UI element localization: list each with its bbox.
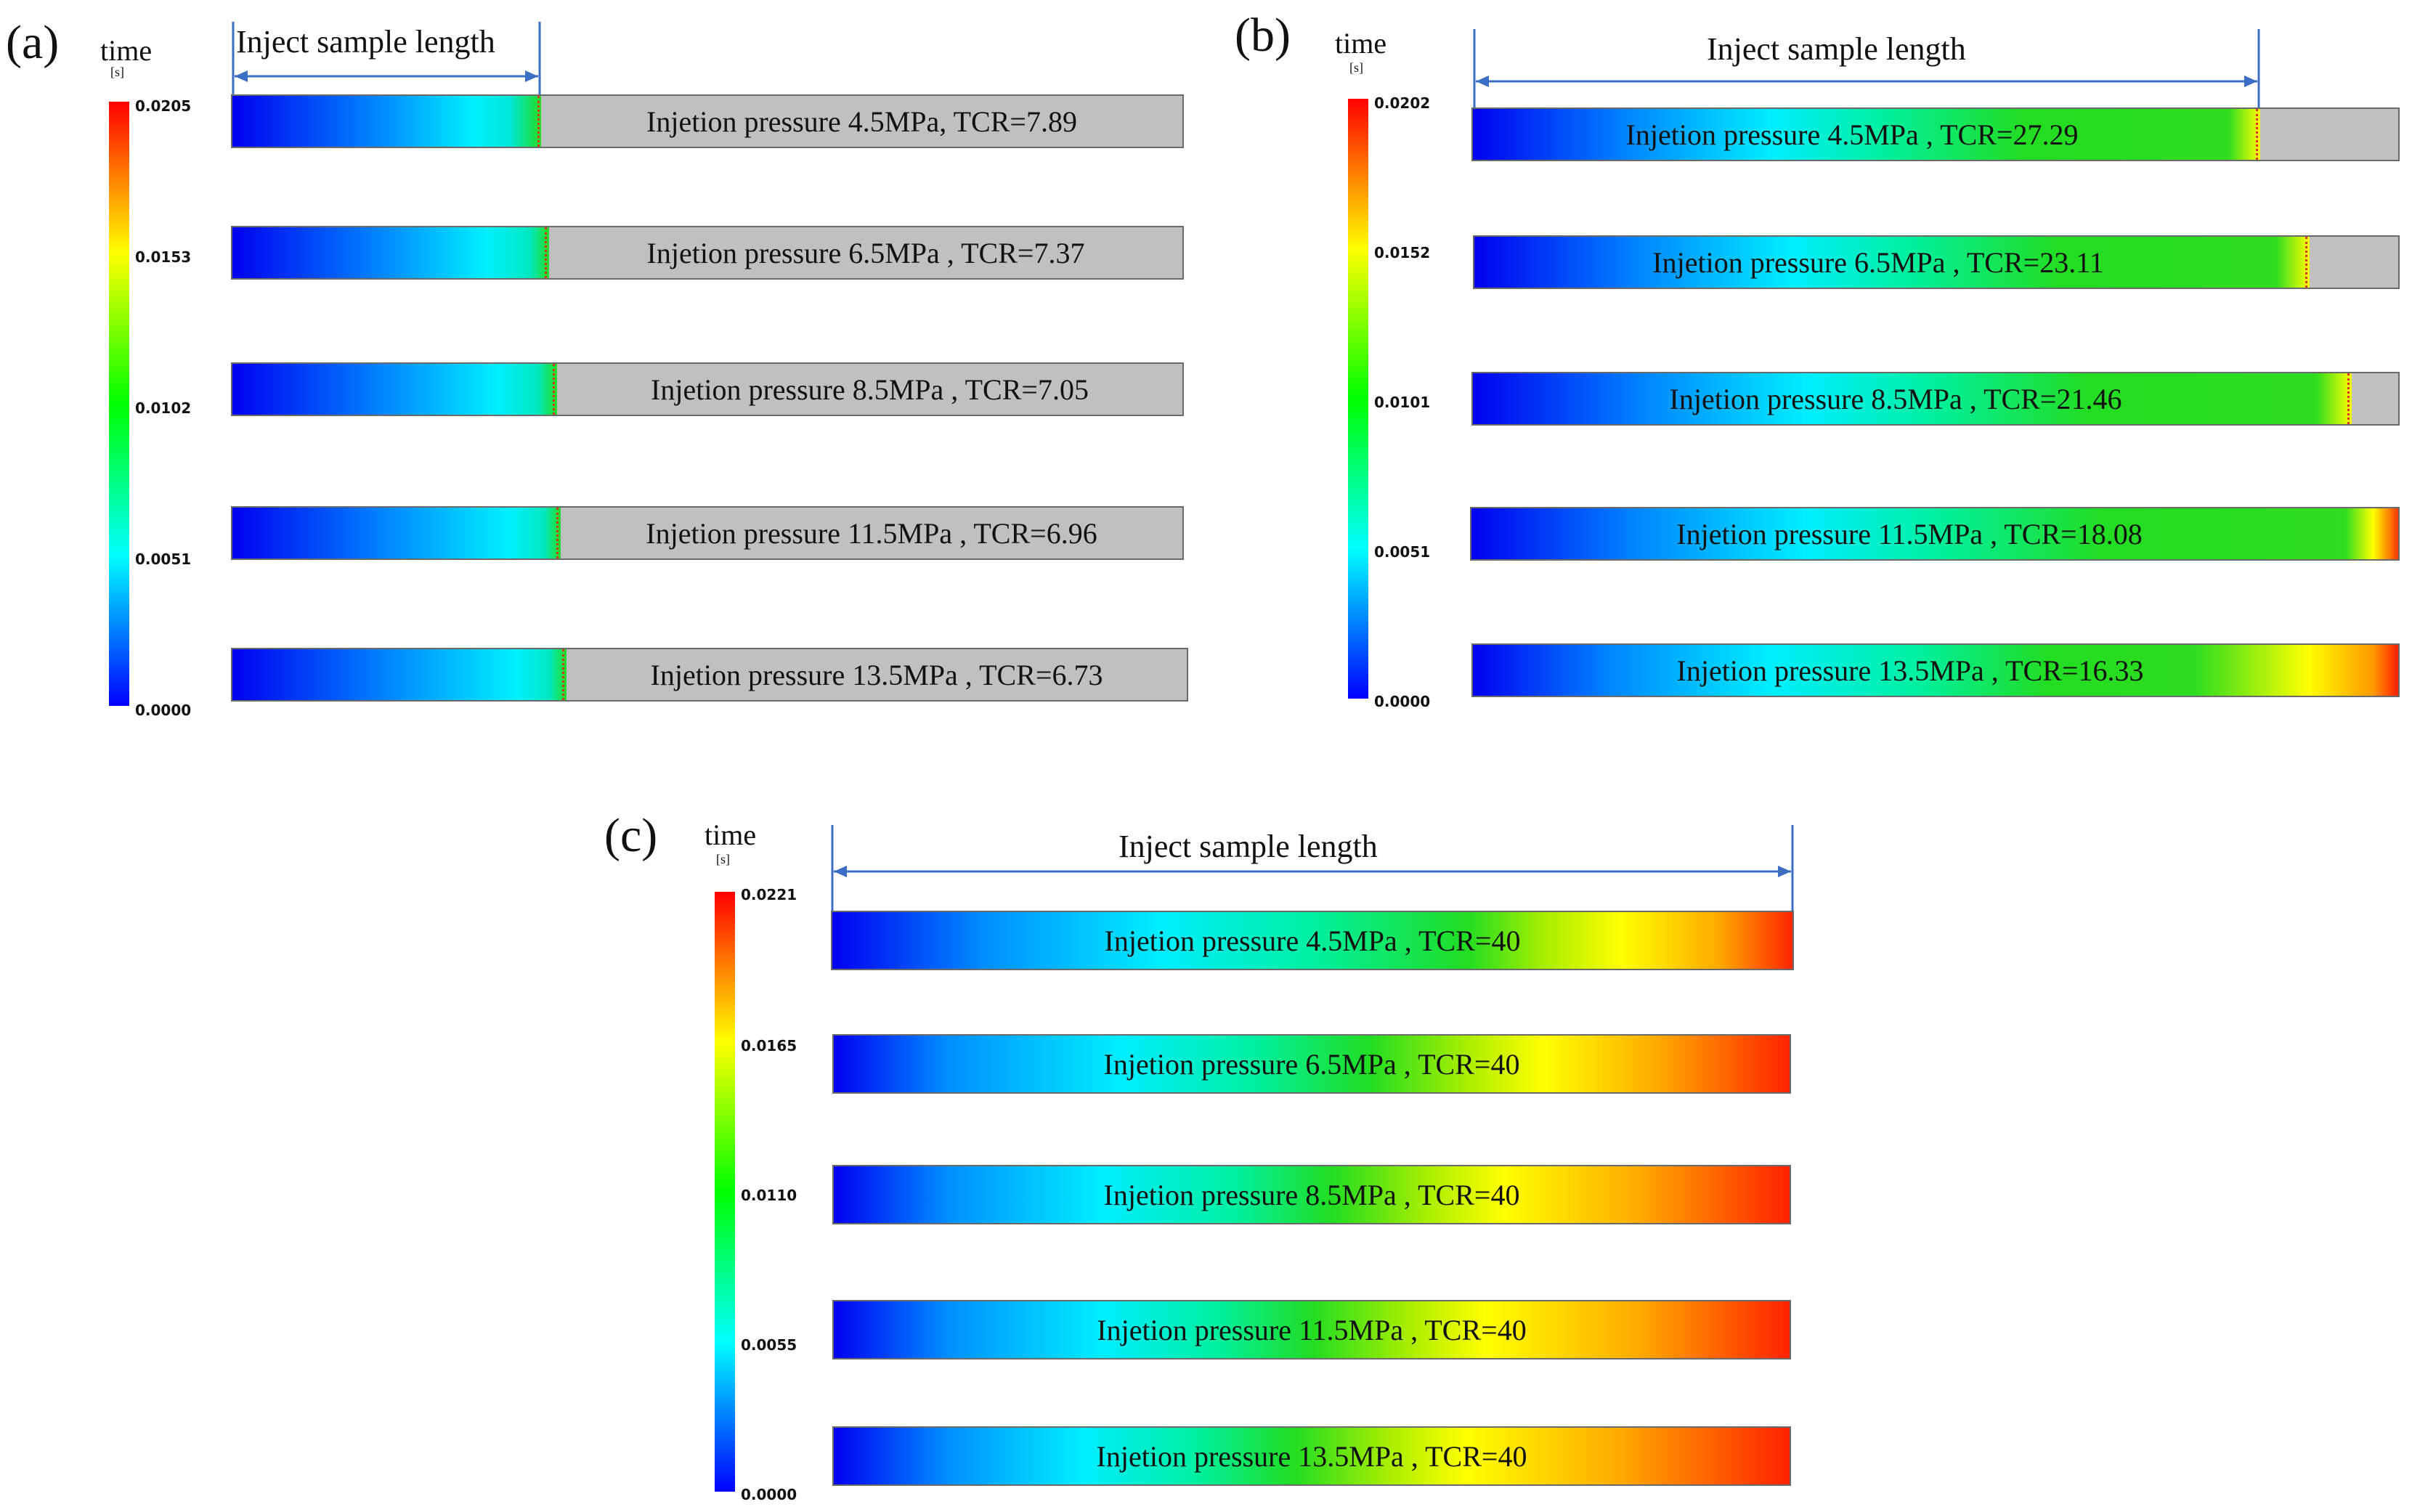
flow-bar: Injetion pressure 8.5MPa , TCR=21.46 xyxy=(1471,372,2400,426)
bar-caption: Injetion pressure 11.5MPa , TCR=6.96 xyxy=(646,516,1097,550)
colorbar-unit: [s] xyxy=(1349,60,1363,75)
colorbar-tick: 0.0165 xyxy=(741,1037,797,1054)
flow-bar: Injetion pressure 6.5MPa , TCR=7.37 xyxy=(231,226,1184,280)
flow-bar: Injetion pressure 4.5MPa , TCR=40 xyxy=(831,911,1794,970)
colorbar-tick: 0.0000 xyxy=(135,702,192,719)
flow-bar: Injetion pressure 13.5MPa , TCR=40 xyxy=(832,1426,1791,1486)
bar-caption: Injetion pressure 8.5MPa , TCR=40 xyxy=(1103,1178,1520,1211)
dimension-label: Inject sample length xyxy=(1118,829,1378,864)
dimension-arrow xyxy=(1473,29,2260,109)
colorbar-tick: 0.0202 xyxy=(1374,94,1431,112)
colorbar-title: time xyxy=(1335,27,1387,60)
colorbar-tick: 0.0000 xyxy=(741,1486,797,1503)
colorbar-title: time xyxy=(100,34,153,67)
bar-caption: Injetion pressure 6.5MPa , TCR=40 xyxy=(1103,1047,1520,1081)
panel-label: (c) xyxy=(604,809,658,862)
flow-bar: Injetion pressure 11.5MPa , TCR=40 xyxy=(832,1300,1791,1359)
flow-bar: Injetion pressure 4.5MPa , TCR=27.29 xyxy=(1471,107,2400,161)
dimension-arrow xyxy=(831,825,1794,912)
bar-caption: Injetion pressure 8.5MPa , TCR=21.46 xyxy=(1669,382,2122,415)
colorbar-tick: 0.0221 xyxy=(741,886,797,903)
colorbar-tick: 0.0051 xyxy=(135,550,192,568)
flow-bar: Injetion pressure 8.5MPa , TCR=7.05 xyxy=(231,362,1184,416)
flow-bar: Injetion pressure 13.5MPa , TCR=16.33 xyxy=(1471,643,2400,697)
dimension-arrow xyxy=(232,22,541,94)
bar-caption: Injetion pressure 4.5MPa , TCR=40 xyxy=(1104,924,1521,957)
dimension-label: Inject sample length xyxy=(1707,31,1966,67)
flow-bar: Injetion pressure 6.5MPa , TCR=23.11 xyxy=(1473,235,2400,289)
flow-bar: Injetion pressure 8.5MPa , TCR=40 xyxy=(832,1165,1791,1224)
bar-caption: Injetion pressure 11.5MPa , TCR=40 xyxy=(1097,1313,1527,1346)
colorbar-unit: [s] xyxy=(110,65,124,79)
bar-caption: Injetion pressure 4.5MPa, TCR=7.89 xyxy=(646,105,1077,138)
dimension-label: Inject sample length xyxy=(236,24,495,60)
bar-caption: Injetion pressure 11.5MPa , TCR=18.08 xyxy=(1676,517,2143,550)
bar-caption: Injetion pressure 4.5MPa , TCR=27.29 xyxy=(1625,118,2079,151)
colorbar-tick: 0.0055 xyxy=(741,1336,797,1354)
bar-caption: Injetion pressure 6.5MPa , TCR=23.11 xyxy=(1652,245,2104,279)
flow-bar: Injetion pressure 13.5MPa , TCR=6.73 xyxy=(231,648,1188,702)
bar-caption: Injetion pressure 8.5MPa , TCR=7.05 xyxy=(651,373,1089,406)
colorbar-tick: 0.0051 xyxy=(1374,543,1431,561)
colorbar-unit: [s] xyxy=(716,852,730,866)
flow-bar: Injetion pressure 6.5MPa , TCR=40 xyxy=(832,1034,1791,1094)
colorbar xyxy=(1348,99,1368,699)
colorbar-tick: 0.0152 xyxy=(1374,244,1431,261)
bar-caption: Injetion pressure 13.5MPa , TCR=16.33 xyxy=(1676,654,2144,687)
colorbar-tick: 0.0205 xyxy=(135,97,192,115)
bar-caption: Injetion pressure 13.5MPa , TCR=6.73 xyxy=(650,658,1103,691)
flow-bar: Injetion pressure 11.5MPa , TCR=18.08 xyxy=(1470,507,2400,561)
bar-caption: Injetion pressure 13.5MPa , TCR=40 xyxy=(1096,1439,1527,1473)
flow-bar: Injetion pressure 4.5MPa, TCR=7.89 xyxy=(231,94,1184,148)
colorbar-tick: 0.0110 xyxy=(741,1187,797,1204)
colorbar-tick: 0.0153 xyxy=(135,248,192,266)
colorbar-tick: 0.0102 xyxy=(135,399,192,417)
colorbar-title: time xyxy=(704,818,757,851)
colorbar-tick: 0.0000 xyxy=(1374,693,1431,710)
colorbar xyxy=(715,892,735,1492)
bar-caption: Injetion pressure 6.5MPa , TCR=7.37 xyxy=(646,236,1085,269)
panel-label: (b) xyxy=(1235,9,1291,62)
flow-bar: Injetion pressure 11.5MPa , TCR=6.96 xyxy=(231,506,1184,560)
colorbar-tick: 0.0101 xyxy=(1374,394,1431,411)
colorbar xyxy=(109,102,129,706)
panel-label: (a) xyxy=(6,16,60,69)
